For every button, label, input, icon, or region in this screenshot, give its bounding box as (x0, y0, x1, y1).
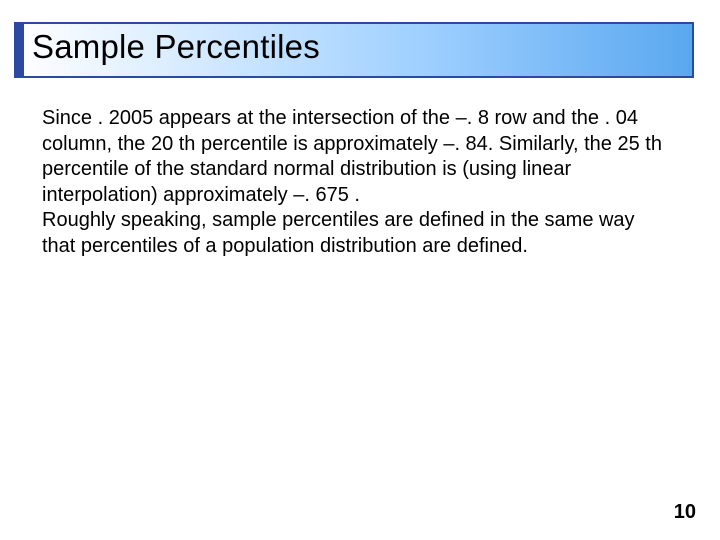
slide: Sample Percentiles Since . 2005 appears … (0, 0, 720, 540)
title-accent-bar (14, 22, 24, 78)
paragraph-1: Since . 2005 appears at the intersection… (42, 106, 662, 208)
body-text: Since . 2005 appears at the intersection… (42, 106, 662, 260)
paragraph-2: Roughly speaking, sample percentiles are… (42, 208, 662, 259)
slide-title: Sample Percentiles (32, 28, 320, 66)
page-number: 10 (674, 501, 696, 524)
